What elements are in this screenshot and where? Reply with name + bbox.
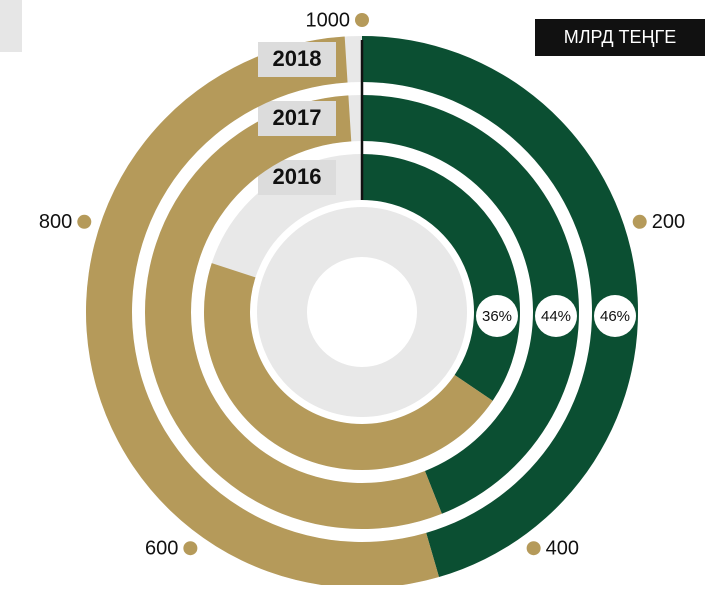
share-badge bbox=[476, 295, 518, 337]
tick-dot bbox=[632, 214, 647, 229]
tick-label: 200 bbox=[652, 211, 685, 233]
share-label: 36% bbox=[482, 308, 512, 325]
tick-dot bbox=[526, 541, 541, 556]
ring-segment bbox=[204, 263, 493, 470]
year-box bbox=[258, 101, 336, 136]
tick-label: 600 bbox=[145, 538, 178, 560]
share-badge bbox=[594, 295, 636, 337]
year-label: 2017 bbox=[273, 105, 322, 130]
tick-label: 400 bbox=[546, 538, 579, 560]
unit-label: МЛРД ТЕҢГЕ bbox=[564, 27, 677, 47]
unit-badge bbox=[535, 19, 705, 56]
tick-label: 800 bbox=[39, 211, 72, 233]
year-box bbox=[258, 42, 336, 77]
year-label: 2016 bbox=[273, 164, 322, 189]
ring-segment bbox=[86, 36, 440, 589]
tick-label: 1000 bbox=[306, 9, 351, 31]
share-badge bbox=[535, 295, 577, 337]
share-label: 44% bbox=[541, 308, 571, 325]
ring-segment bbox=[362, 36, 639, 578]
tick-dot bbox=[355, 13, 369, 27]
ring-segment bbox=[362, 95, 579, 514]
inner-ring bbox=[257, 207, 467, 417]
tick-dot bbox=[183, 541, 198, 556]
corner-panel bbox=[0, 0, 22, 52]
ring-segment bbox=[362, 154, 520, 401]
year-label: 2018 bbox=[273, 46, 322, 71]
ring-segment bbox=[144, 95, 442, 530]
share-label: 46% bbox=[600, 308, 630, 325]
tick-dot bbox=[77, 214, 92, 229]
